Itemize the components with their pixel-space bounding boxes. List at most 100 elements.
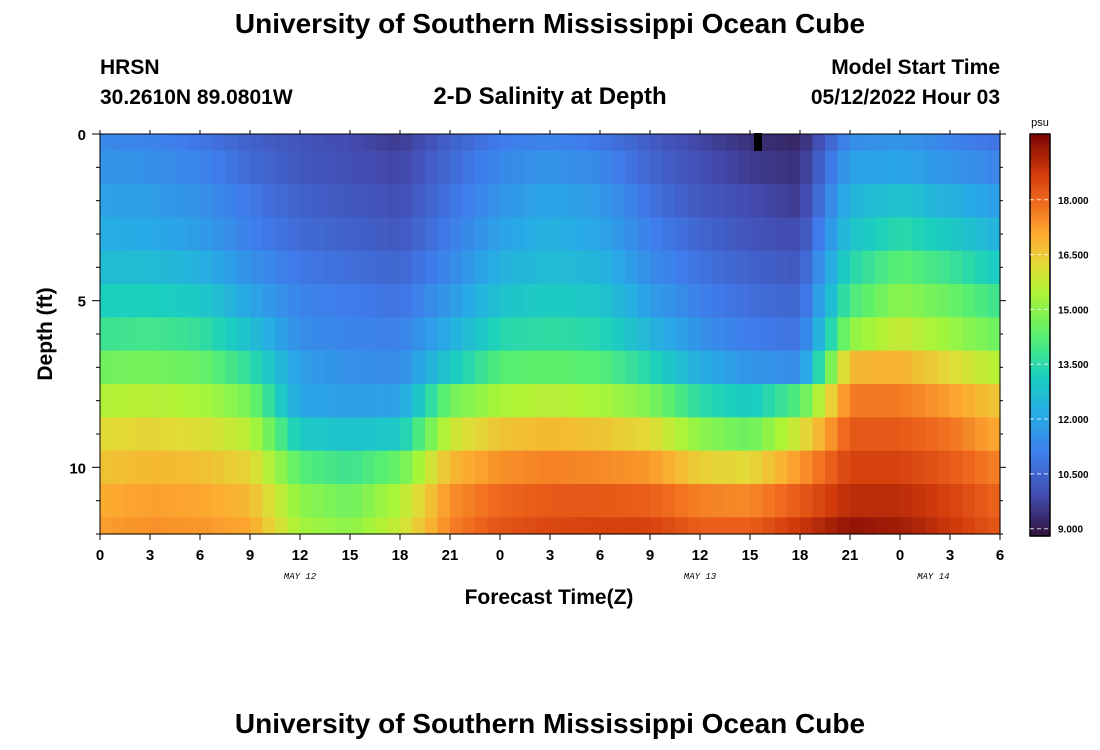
heatmap-cell [487,350,501,385]
heatmap-cell [175,150,189,185]
heatmap-cell [225,250,239,285]
heatmap-cell [562,134,576,152]
colorbar-segment [1030,388,1050,393]
heatmap-cell [737,284,751,318]
heatmap-cell [700,417,714,452]
heatmap-cell [462,150,476,185]
heatmap-cell [925,417,939,452]
x-tick-label: 12 [692,547,709,564]
heatmap-cell [362,150,376,185]
heatmap-cell [887,450,901,485]
heatmap-cell [800,317,814,352]
heatmap-cell [600,317,614,352]
heatmap-cell [600,150,614,185]
heatmap-cell [337,184,351,218]
heatmap-cell [812,384,826,418]
heatmap-cell [462,484,476,518]
heatmap-cell [487,250,501,285]
heatmap-cell [412,450,426,485]
heatmap-cell [787,450,801,485]
heatmap-cell [900,134,914,152]
heatmap-cell [425,484,439,518]
heatmap-cell [975,184,989,218]
heatmap-cell [637,150,651,185]
heatmap-cell [337,517,351,535]
colorbar-segment [1030,499,1050,504]
heatmap-cell [987,317,1001,352]
heatmap-cell [650,134,664,152]
heatmap-cell [600,350,614,385]
heatmap-cell [150,150,164,185]
heatmap-cell [412,417,426,452]
heatmap-cell [525,150,539,185]
heatmap-cell [375,350,389,385]
heatmap-cell [900,250,914,285]
colorbar-segment [1030,147,1050,152]
heatmap-cell [112,284,126,318]
colorbar-segment [1030,301,1050,306]
heatmap-cell [575,484,589,518]
heatmap-cell [837,134,851,152]
heatmap-cell [150,250,164,285]
colorbar-segment [1030,187,1050,192]
heatmap-cell [912,484,926,518]
heatmap-cell [675,384,689,418]
heatmap-cell [112,217,126,252]
x-axis-title: Forecast Time(Z) [465,586,634,609]
heatmap-cell [175,450,189,485]
heatmap-cell [550,484,564,518]
heatmap-cell [937,350,951,385]
heatmap-cell [450,217,464,252]
colorbar: psu 9.000 10.500 12.000 13.500 15.000 16.500 18… [1029,117,1089,537]
colorbar-segment [1030,227,1050,232]
heatmap-cell [487,384,501,418]
heatmap-cell [987,350,1001,385]
heatmap-cell [825,484,839,518]
colorbar-tick-label: 12.000 [1058,415,1089,426]
heatmap-cell [387,217,401,252]
heatmap-cell [525,284,539,318]
heatmap-cell [300,184,314,218]
heatmap-cell [625,484,639,518]
heatmap-cell [612,484,626,518]
heatmap-cell [800,517,814,535]
colorbar-segment [1030,288,1050,293]
heatmap-cell [150,134,164,152]
heatmap-cell [300,384,314,418]
x-tick-label: 6 [596,547,604,564]
colorbar-segment [1030,358,1050,363]
heatmap-cell [575,217,589,252]
heatmap-cell [225,417,239,452]
x-tick-label: 21 [842,547,859,564]
heatmap-cell [275,384,289,418]
heatmap-cell [450,517,464,535]
heatmap-cell [500,350,514,385]
page-title: University of Southern Mississippi Ocean… [234,8,866,39]
heatmap-cell [987,384,1001,418]
colorbar-segment [1030,425,1050,430]
heatmap-cell [175,384,189,418]
heatmap-cell [262,150,276,185]
heatmap-cell [975,150,989,185]
heatmap-cell [562,150,576,185]
heatmap-cell [200,517,214,535]
heatmap-cell [325,417,339,452]
heatmap-cell [512,384,526,418]
heatmap-cell [637,517,651,535]
heatmap-cell [487,484,501,518]
heatmap-cell [812,517,826,535]
heatmap-cell [675,417,689,452]
heatmap-cell [237,134,251,152]
heatmap-cell [250,134,264,152]
heatmap-cell [275,250,289,285]
heatmap-cell [512,250,526,285]
heatmap-cell [237,284,251,318]
heatmap-cell [962,150,976,185]
heatmap-cell [925,284,939,318]
heatmap-cell [212,134,226,152]
heatmap-cell [525,450,539,485]
colorbar-segment [1030,532,1050,537]
heatmap-cell [687,484,701,518]
heatmap-cell [537,284,551,318]
heatmap-cell [950,134,964,152]
